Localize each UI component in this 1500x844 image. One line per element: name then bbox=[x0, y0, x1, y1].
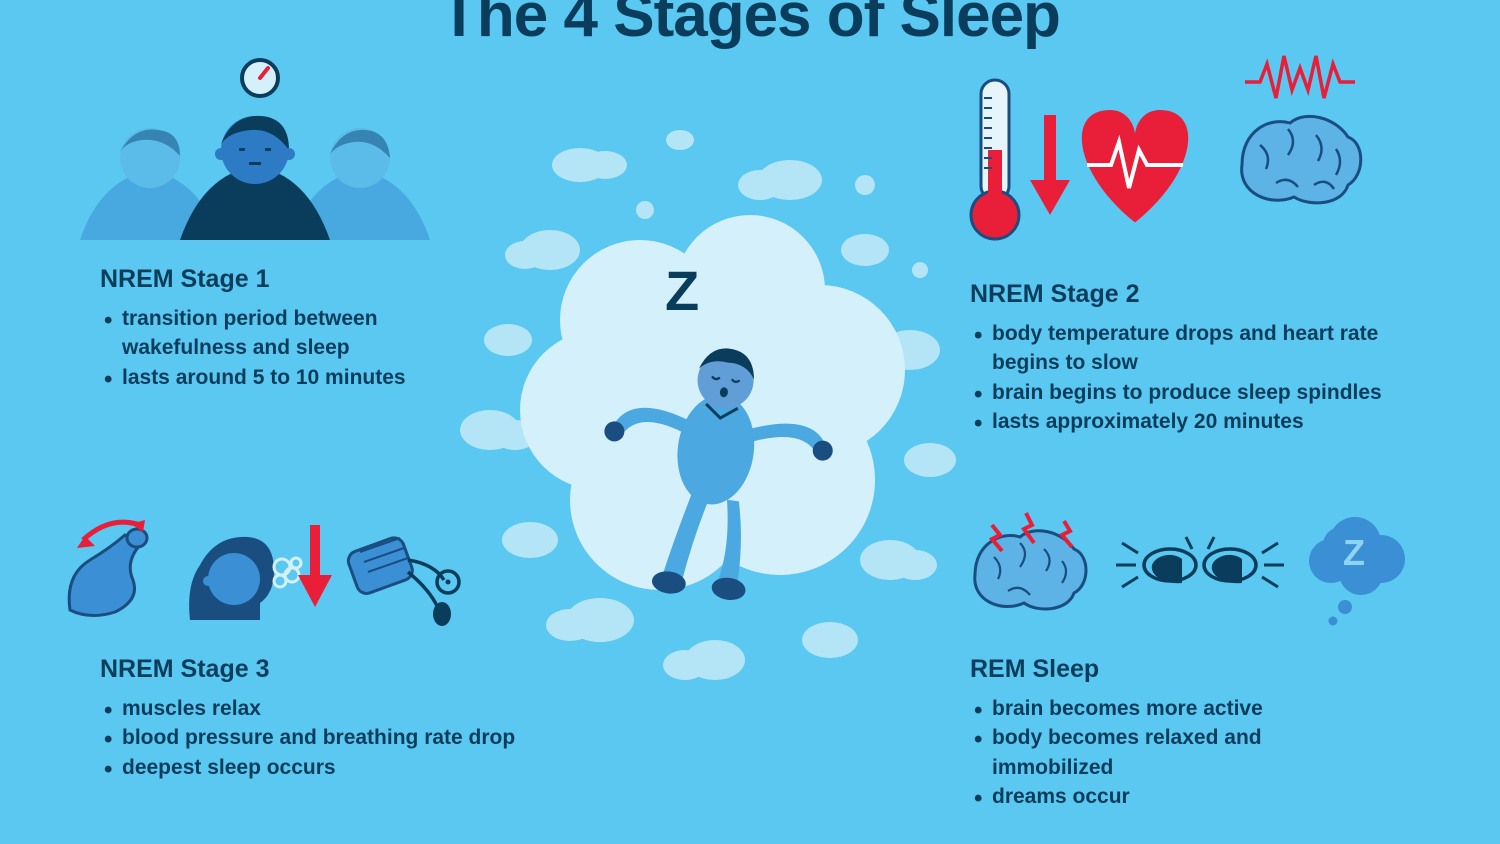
breathing-head-icon bbox=[189, 537, 301, 620]
bullet-item: dreams occur bbox=[974, 782, 1370, 811]
stage-1-bullets: transition period between wakefulness an… bbox=[100, 304, 480, 392]
thermometer-icon bbox=[971, 80, 1019, 239]
stage2-illustration bbox=[960, 70, 1390, 250]
arrow-down-icon bbox=[298, 525, 332, 607]
bullet-item: muscles relax bbox=[104, 694, 520, 723]
flexed-arm-icon bbox=[69, 520, 147, 616]
blood-pressure-cuff-icon bbox=[346, 535, 459, 626]
stage-2-block: NREM Stage 2 body temperature drops and … bbox=[970, 280, 1410, 437]
awake-person-icon bbox=[180, 116, 330, 240]
bullet-item: blood pressure and breathing rate drop bbox=[104, 723, 520, 752]
stage-4-block: REM Sleep brain becomes more active body… bbox=[970, 655, 1370, 812]
bullet-item: body temperature drops and heart rate be… bbox=[974, 319, 1410, 378]
heart-ecg-icon bbox=[1082, 110, 1188, 223]
bullet-item: body becomes relaxed and immobilized bbox=[974, 723, 1370, 782]
page-title: The 4 Stages of Sleep bbox=[0, 0, 1500, 51]
stage-4-heading: REM Sleep bbox=[970, 655, 1370, 684]
stage-2-heading: NREM Stage 2 bbox=[970, 280, 1410, 309]
stage-3-block: NREM Stage 3 muscles relax blood pressur… bbox=[100, 655, 520, 782]
active-brain-icon bbox=[975, 513, 1086, 609]
stage3-illustration bbox=[60, 495, 460, 635]
stage-1-block: NREM Stage 1 transition period between w… bbox=[100, 265, 480, 392]
bullet-item: brain becomes more active bbox=[974, 694, 1370, 723]
bullet-item: deepest sleep occurs bbox=[104, 753, 520, 782]
bullet-item: lasts approximately 20 minutes bbox=[974, 407, 1410, 436]
stage1-illustration bbox=[80, 60, 440, 240]
bullet-item: lasts around 5 to 10 minutes bbox=[104, 363, 480, 392]
clock-gauge-icon bbox=[242, 60, 278, 96]
brain-waves-icon bbox=[1242, 56, 1361, 203]
stage-3-heading: NREM Stage 3 bbox=[100, 655, 520, 684]
center-illustration: Z bbox=[470, 120, 970, 680]
stage-1-heading: NREM Stage 1 bbox=[100, 265, 480, 294]
moving-eyes-icon bbox=[1116, 537, 1284, 587]
stage4-illustration: Z bbox=[960, 495, 1410, 635]
stage-2-bullets: body temperature drops and heart rate be… bbox=[970, 319, 1410, 437]
z-letter-icon: Z bbox=[665, 259, 699, 322]
bullet-item: transition period between wakefulness an… bbox=[104, 304, 480, 363]
dream-cloud-z-icon: Z bbox=[1309, 517, 1405, 626]
svg-text:Z: Z bbox=[1343, 532, 1365, 573]
stage-4-bullets: brain becomes more active body becomes r… bbox=[970, 694, 1370, 812]
arrow-down-icon bbox=[1030, 115, 1070, 215]
bullet-item: brain begins to produce sleep spindles bbox=[974, 378, 1410, 407]
stage-3-bullets: muscles relax blood pressure and breathi… bbox=[100, 694, 520, 782]
